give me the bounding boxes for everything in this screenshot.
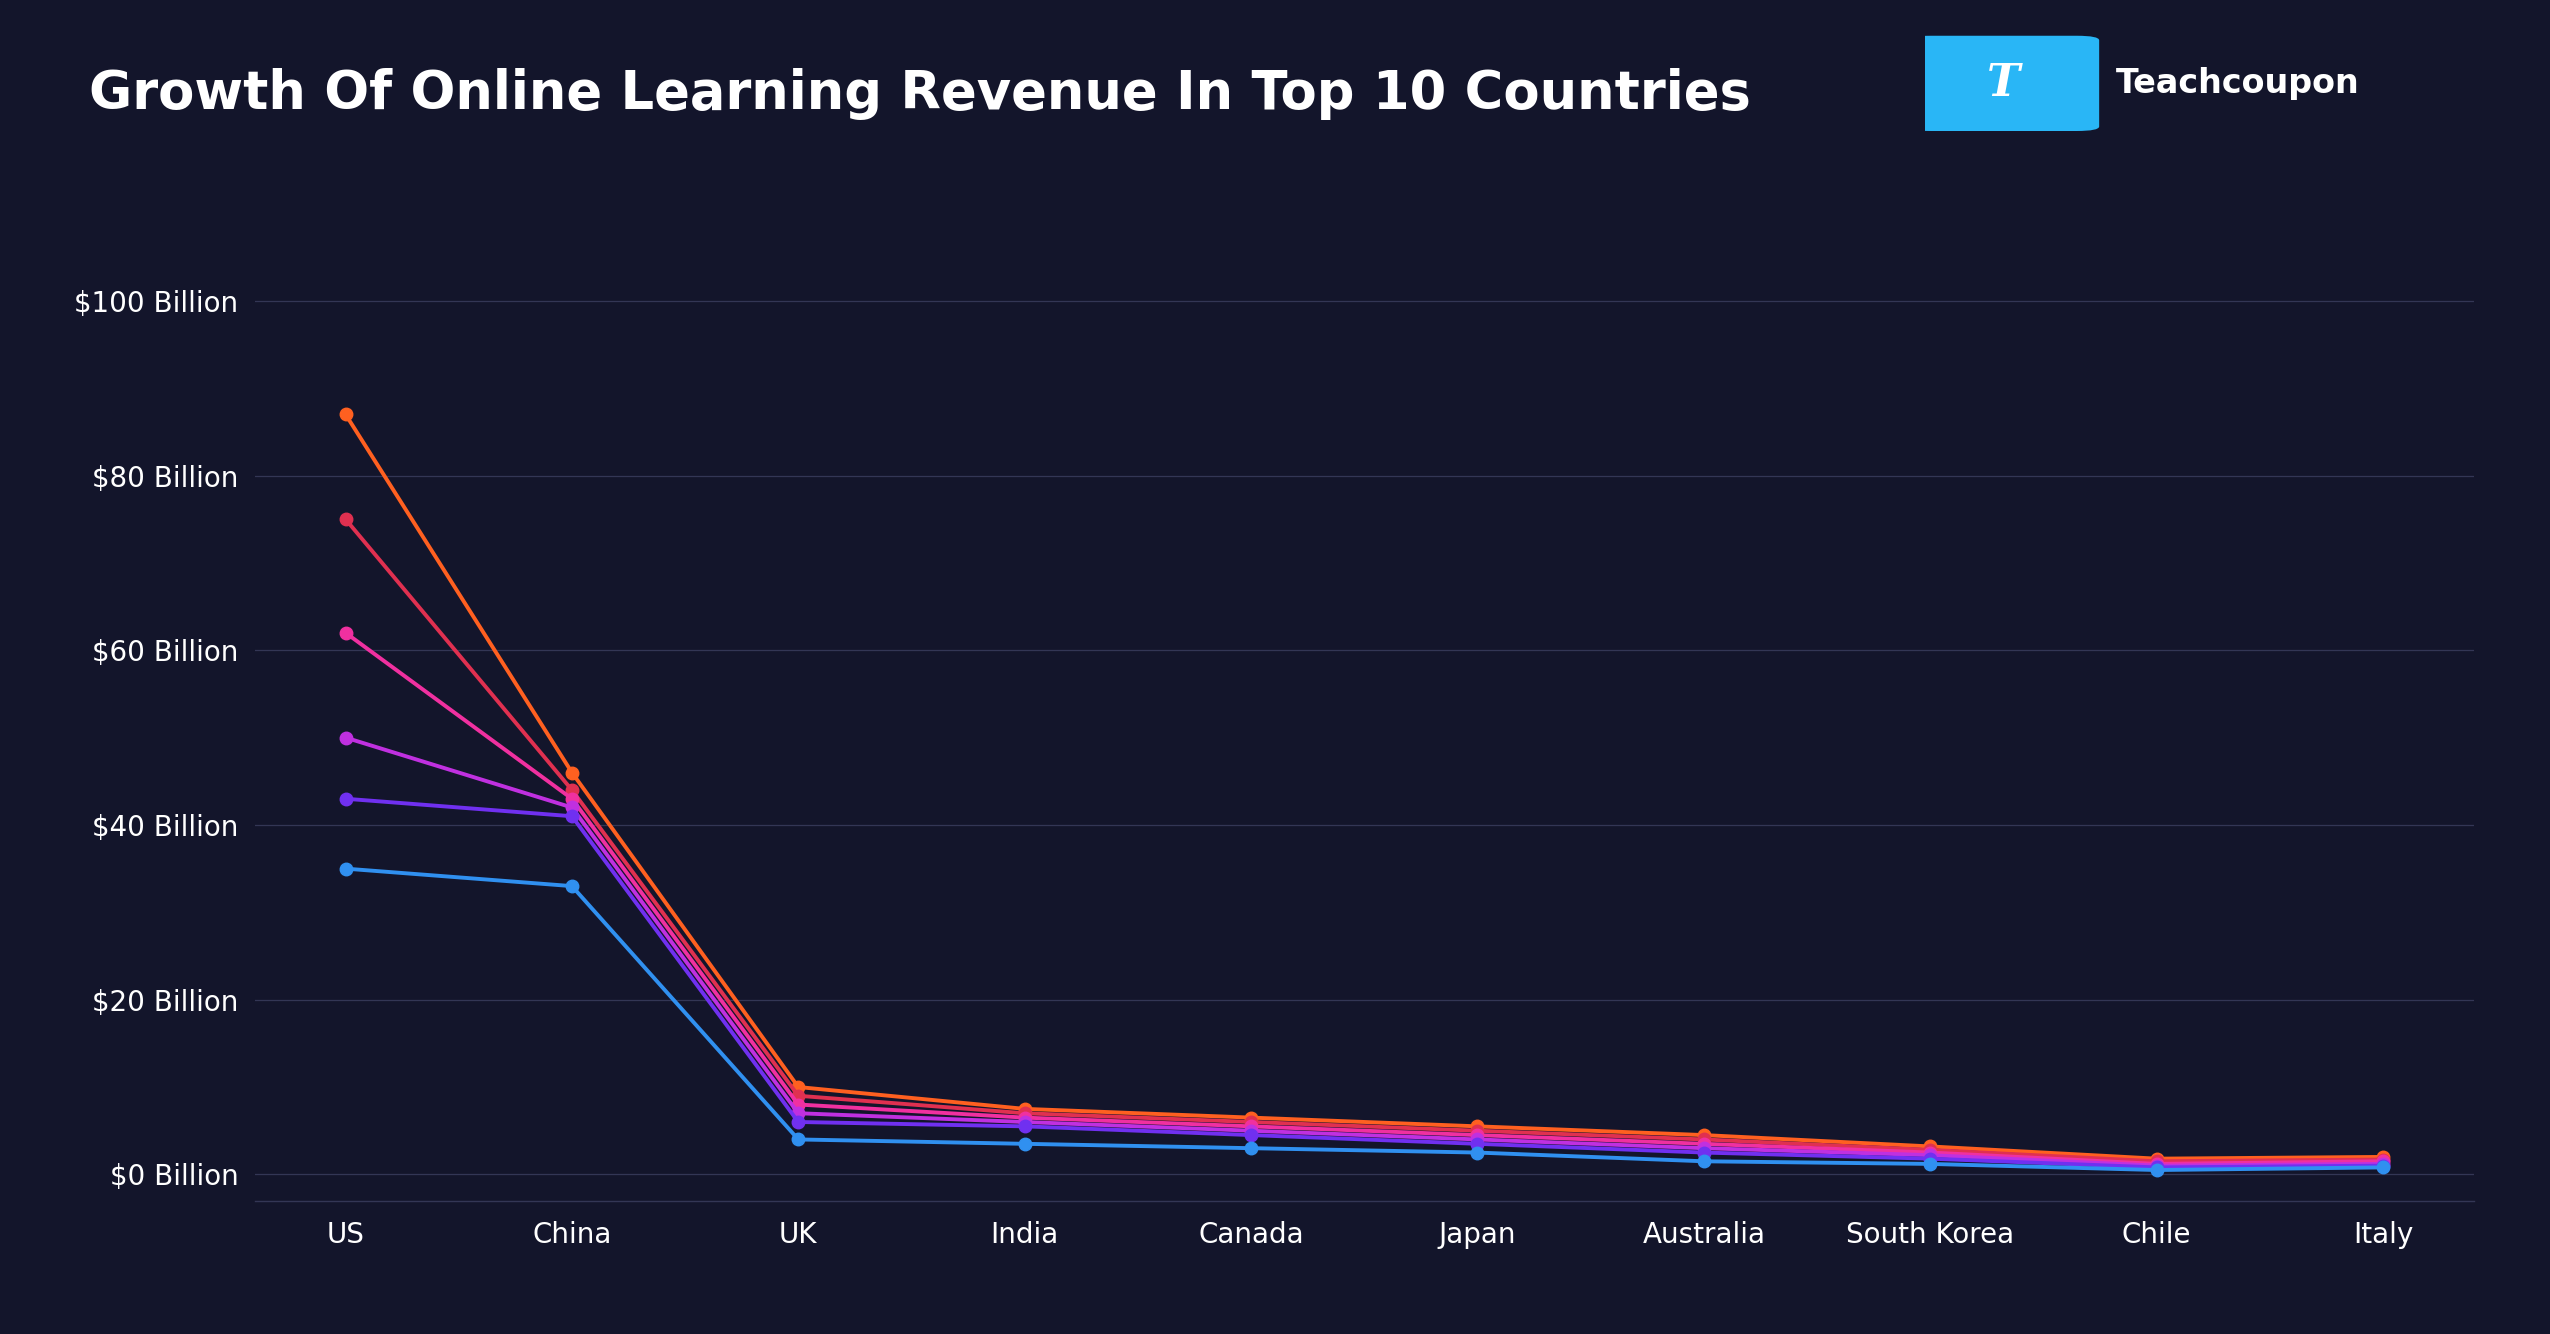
Text: Growth Of Online Learning Revenue In Top 10 Countries: Growth Of Online Learning Revenue In Top… [89,68,1752,120]
Text: T: T [1986,61,2020,105]
FancyBboxPatch shape [1907,36,2099,131]
Text: Teachcoupon: Teachcoupon [2116,67,2359,100]
